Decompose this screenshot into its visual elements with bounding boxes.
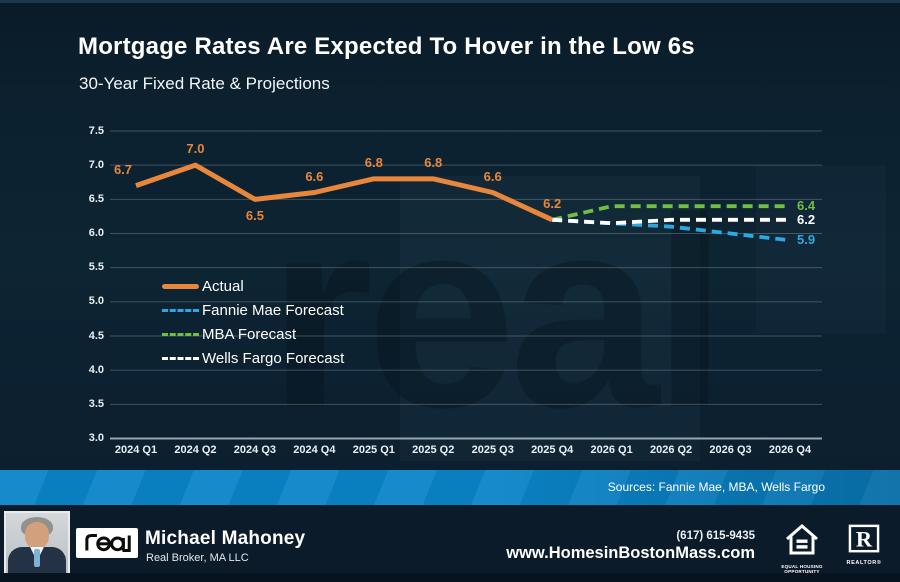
real-broker-logo: [76, 528, 138, 558]
agent-headshot-photo: [4, 511, 70, 575]
equal-housing-house-icon: [786, 524, 818, 555]
chart-canvas: [110, 130, 822, 440]
legend-item-mba-forecast: MBA Forecast: [162, 322, 344, 346]
legend-label: Actual: [202, 277, 244, 295]
real-logo-glyphs: [85, 533, 131, 553]
y-tick-label: 5.0: [88, 295, 104, 308]
headshot-tie: [34, 549, 40, 567]
y-tick-label: 6.0: [88, 227, 104, 239]
top-edge-accent: [0, 0, 900, 3]
y-tick-label: 3.5: [88, 397, 104, 410]
y-tick-label: 6.5: [88, 192, 104, 205]
y-tick-label: 7.5: [88, 124, 104, 137]
line-chart: 7.5 7.0 6.5 6.0 5.5 5.0 4.5 4.0 3.5 3.0 2024 Q1 202…: [88, 124, 822, 456]
series-line-actual: [135, 162, 554, 223]
data-label-actual: 6.6: [483, 168, 502, 184]
x-tick-label: 2024 Q2: [174, 444, 217, 456]
legend-swatch: [162, 283, 199, 289]
legend-swatch: [162, 308, 199, 312]
page-title: Mortgage Rates Are Expected To Hover in …: [78, 33, 695, 60]
footer: Michael Mahoney Real Broker, MA LLC (617…: [0, 505, 900, 582]
data-label-actual: 6.2: [543, 195, 562, 211]
legend-swatch: [162, 356, 199, 360]
y-tick-label: 5.5: [88, 261, 104, 274]
x-tick-label: 2025 Q2: [412, 444, 455, 456]
series-line-mba-forecast: [551, 204, 790, 222]
agent-name: Michael Mahoney: [145, 528, 306, 549]
y-tick-label: 4.5: [88, 329, 104, 342]
data-label-actual: 6.8: [364, 154, 383, 170]
x-tick-label: 2024 Q4: [293, 444, 336, 456]
brand-watermark: real: [268, 163, 727, 464]
sources-bar: Sources: Fannie Mae, MBA, Wells Fargo: [0, 470, 900, 505]
y-tick-label: 4.0: [88, 363, 104, 376]
legend-item-wells-fargo-forecast: Wells Fargo Forecast: [162, 346, 344, 370]
data-label-actual: 7.0: [186, 141, 205, 157]
x-tick-label: 2026 Q1: [590, 444, 633, 456]
x-tick-label: 2025 Q4: [531, 444, 574, 456]
sources-text: Sources: Fannie Mae, MBA, Wells Fargo: [607, 480, 825, 494]
equal-housing-label: EQUAL HOUSING OPPORTUNITY: [781, 564, 823, 574]
legend-label: Fannie Mae Forecast: [202, 301, 344, 319]
data-label-actual: 6.6: [305, 168, 324, 184]
x-tick-label: 2025 Q3: [471, 444, 514, 456]
realtor-logo: R REALTOR®: [843, 524, 885, 566]
x-tick-label: 2024 Q1: [114, 444, 158, 456]
x-tick-label: 2026 Q4: [768, 444, 812, 456]
legend-label: Wells Fargo Forecast: [202, 349, 345, 367]
watermark-highlight-rect: [400, 176, 700, 461]
data-label-actual: 6.5: [245, 208, 264, 224]
y-tick-label: 7.0: [88, 158, 104, 171]
end-label-mba-forecast: 6.4: [797, 198, 816, 214]
realtor-r-icon: R: [848, 524, 880, 553]
x-tick-label: 2026 Q2: [649, 444, 693, 456]
realtor-label: REALTOR®: [846, 560, 882, 566]
x-tick-label: 2025 Q1: [352, 444, 395, 456]
legend-label: MBA Forecast: [202, 325, 297, 343]
equal-housing-logo: EQUAL HOUSING OPPORTUNITY: [781, 522, 823, 574]
agent-website: www.HomesinBostonMass.com: [506, 544, 755, 562]
series-line-wells-fargo-forecast: [552, 217, 790, 226]
page-subtitle: 30-Year Fixed Rate & Projections: [79, 74, 330, 93]
data-label-actual: 6.8: [424, 154, 443, 170]
headshot-face: [25, 522, 49, 549]
chart-legend: Actual Fannie Mae Forecast MBA Forecast Wel…: [162, 274, 344, 370]
legend-item-fannie-mae-forecast: Fannie Mae Forecast: [162, 298, 344, 322]
legend-item-actual: Actual: [162, 274, 344, 298]
x-tick-label: 2024 Q3: [233, 444, 276, 456]
x-tick-label: 2026 Q3: [709, 444, 752, 456]
legend-swatch: [162, 332, 199, 336]
data-label-actual: 6.7: [113, 161, 133, 177]
y-tick-label: 3.0: [88, 432, 104, 444]
svg-text:R: R: [856, 527, 873, 552]
end-label-fannie-mae-forecast: 5.9: [797, 232, 816, 248]
agent-company: Real Broker, MA LLC: [146, 552, 249, 564]
agent-phone: (617) 615-9435: [676, 530, 755, 542]
end-label-wells-fargo-forecast: 6.2: [797, 211, 816, 227]
footer-bottom-strip: [0, 573, 900, 582]
